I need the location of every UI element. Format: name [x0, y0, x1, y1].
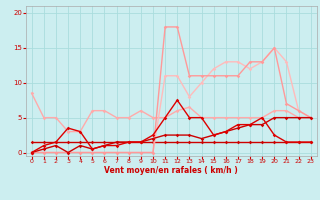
X-axis label: Vent moyen/en rafales ( km/h ): Vent moyen/en rafales ( km/h ): [104, 166, 238, 175]
